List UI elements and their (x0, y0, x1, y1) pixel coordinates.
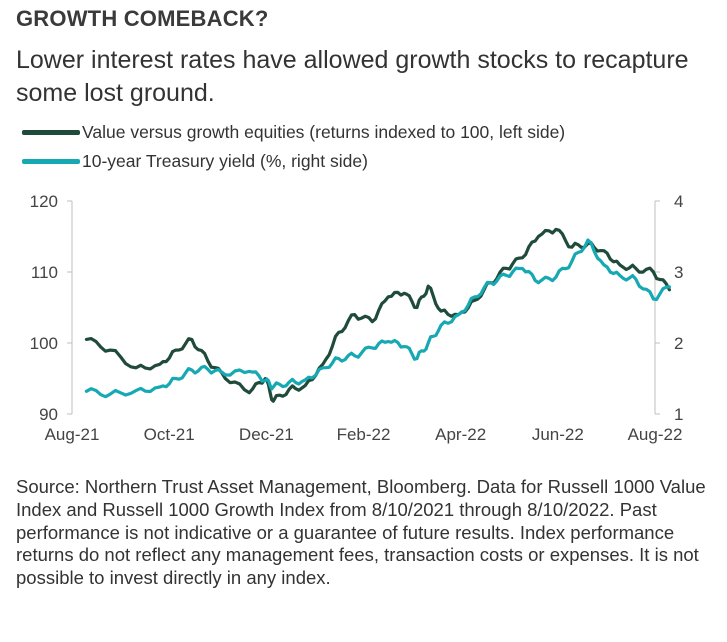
x-axis-tick-label: Aug-21 (45, 425, 100, 444)
legend-item-treasury-yield: 10-year Treasury yield (%, right side) (22, 147, 565, 176)
left-axis-tick-label: 100 (30, 334, 58, 353)
legend-item-value-vs-growth: Value versus growth equities (returns in… (22, 118, 565, 147)
left-axis-tick-label: 120 (30, 192, 58, 211)
series-line-value-vs-growth (84, 227, 671, 403)
line-chart: 90 100 110 120 1 2 3 4 Aug-21 Oct-21 Dec-21 Feb-22 A… (30, 192, 684, 444)
source-footnote: Source: Northern Trust Asset Management,… (16, 476, 706, 589)
right-axis-tick-label: 4 (674, 192, 683, 211)
x-axis-tick-label: Apr-22 (435, 425, 486, 444)
x-axis-tick-label: Aug-22 (628, 425, 683, 444)
right-axis-tick-label: 3 (674, 263, 683, 282)
right-axis-tick-label: 2 (674, 334, 683, 353)
legend: Value versus growth equities (returns in… (22, 118, 565, 176)
left-axis-tick-label: 110 (31, 263, 58, 282)
chart-subtitle: Lower interest rates have allowed growth… (16, 46, 689, 107)
x-axis-tick-label: Jun-22 (532, 425, 584, 444)
legend-label-value-vs-growth: Value versus growth equities (returns in… (82, 122, 566, 142)
right-axis-tick-label: 1 (674, 405, 683, 424)
legend-swatch-treasury-yield (22, 159, 80, 164)
left-axis-tick-label: 90 (39, 405, 58, 424)
legend-label-treasury-yield: 10-year Treasury yield (%, right side) (82, 151, 368, 171)
series-line-treasury-yield (84, 238, 671, 399)
x-axis-tick-label: Feb-22 (337, 425, 391, 444)
x-axis-tick-label: Oct-21 (144, 425, 195, 444)
x-axis-tick-label: Dec-21 (239, 425, 294, 444)
chart-title: GROWTH COMEBACK? (16, 6, 269, 31)
legend-swatch-value-vs-growth (22, 130, 80, 135)
